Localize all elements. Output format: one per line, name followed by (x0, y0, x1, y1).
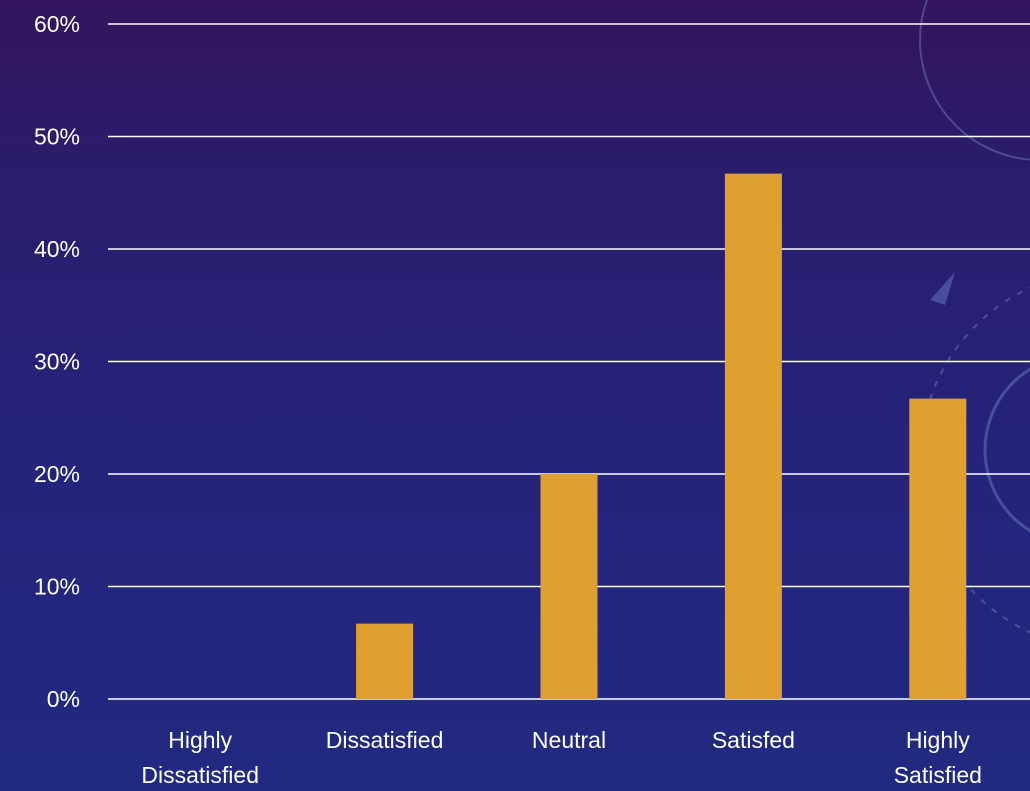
x-category-label-highly-satisfied: Highly Satisfied (894, 727, 982, 788)
y-tick-label-20: 20% (34, 461, 80, 487)
y-tick-label-10: 10% (34, 574, 80, 600)
bar-neutral (540, 474, 598, 699)
bar-dissatisfied (356, 623, 414, 699)
bars (356, 173, 967, 699)
y-tick-label-0: 0% (47, 686, 80, 712)
x-category-label-dissatisfied: Dissatisfied (326, 727, 444, 753)
x-category-label-highly-dissatisfied: Highly Dissatisfied (141, 727, 259, 788)
background-decoration (919, 0, 1030, 634)
y-tick-label-50: 50% (34, 124, 80, 150)
x-axis-category-labels: Highly Dissatisfied Dissatisfied Neutral Sat… (141, 727, 982, 788)
x-category-label-neutral: Neutral (532, 727, 606, 753)
bar-highly-satisfied (909, 398, 967, 699)
y-tick-label-60: 60% (34, 11, 80, 37)
x-category-label-satisfed: Satisfed (712, 727, 795, 753)
bar-satisfed (724, 173, 782, 699)
y-axis-tick-labels: 0% 10% 20% 30% 40% 50% 60% (34, 11, 80, 712)
y-tick-label-30: 30% (34, 349, 80, 375)
y-tick-label-40: 40% (34, 236, 80, 262)
